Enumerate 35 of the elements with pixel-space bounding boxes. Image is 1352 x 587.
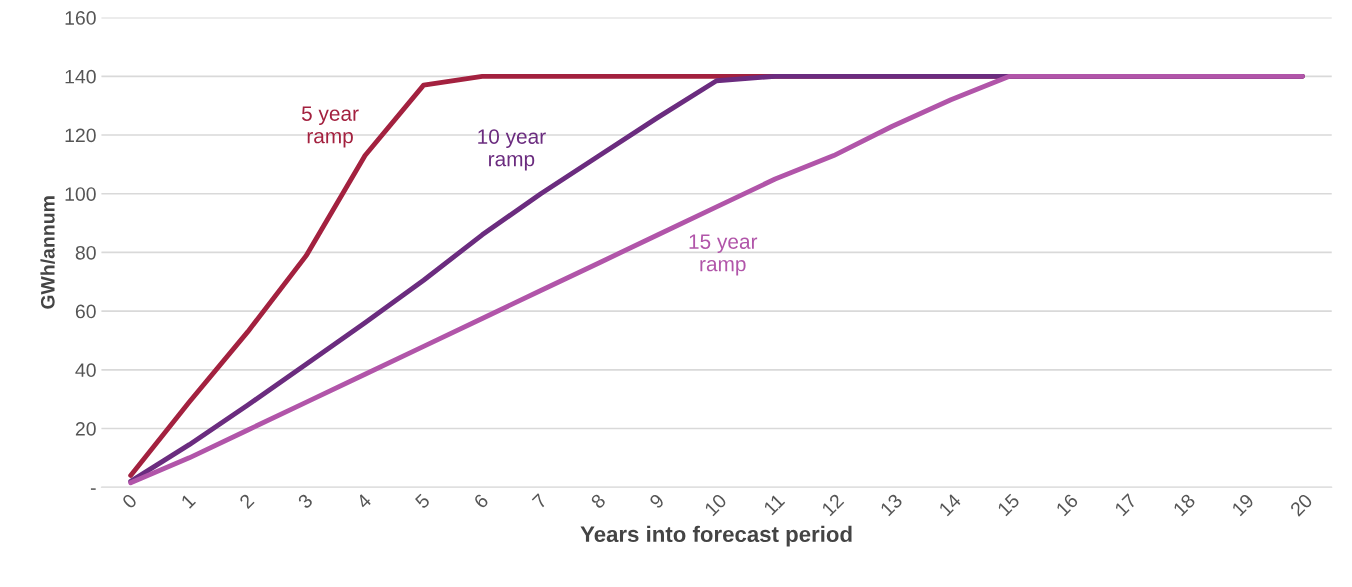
x-tick-label: 13 — [879, 493, 904, 517]
y-tick-label: 120 — [65, 128, 96, 143]
x-tick-label: 19 — [1231, 493, 1255, 517]
x-tick-label: 5 — [414, 493, 431, 510]
x-tick-label: 18 — [1172, 493, 1196, 517]
x-tick-label: 9 — [648, 493, 665, 510]
y-tick-label: 100 — [65, 187, 96, 201]
x-tick-label: 7 — [531, 493, 548, 509]
x-tick-label: 15 — [996, 493, 1021, 517]
series-label: 15 year ramp — [689, 234, 758, 276]
x-tick-label: 17 — [1114, 493, 1138, 517]
x-tick-label: 10 — [703, 492, 728, 517]
x-tick-label: 12 — [821, 493, 845, 517]
x-tick-label: 1 — [180, 493, 196, 509]
series-label: 10 year ramp — [478, 129, 546, 171]
x-tick-label: 20 — [1289, 492, 1314, 517]
x-axis-title: Years into forecast period — [580, 525, 852, 547]
y-tick-label: 160 — [65, 11, 96, 25]
y-tick-label: - — [90, 488, 96, 490]
x-tick-label: 4 — [355, 492, 373, 510]
x-tick-label: 8 — [590, 493, 607, 510]
x-tick-label: 2 — [238, 493, 255, 509]
x-tick-label: 14 — [938, 492, 962, 517]
y-tick-label: 20 — [75, 421, 96, 436]
x-tick-label: 0 — [121, 492, 138, 510]
y-tick-label: 40 — [75, 363, 96, 378]
y-tick-label: 80 — [75, 245, 96, 260]
x-tick-label: 3 — [297, 493, 314, 510]
x-tick-label: 16 — [1055, 493, 1079, 517]
y-tick-label: 140 — [65, 69, 96, 84]
series-label: 5 year ramp — [301, 106, 359, 148]
x-tick-label: 6 — [473, 493, 490, 510]
y-axis-title: GWh/annum — [40, 196, 55, 309]
x-tick-label: 11 — [763, 493, 786, 516]
y-tick-label: 60 — [75, 304, 96, 319]
